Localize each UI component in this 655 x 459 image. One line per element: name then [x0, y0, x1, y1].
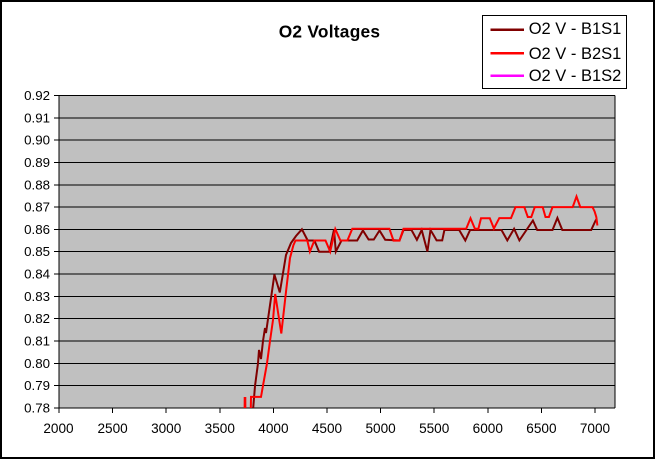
- svg-text:0.80: 0.80: [24, 356, 50, 371]
- svg-text:0.78: 0.78: [24, 401, 50, 416]
- svg-text:5500: 5500: [419, 421, 450, 436]
- svg-text:0.84: 0.84: [24, 267, 50, 282]
- svg-text:0.90: 0.90: [24, 133, 50, 148]
- svg-text:O2 V - B1S2: O2 V - B1S2: [529, 67, 622, 85]
- svg-text:0.85: 0.85: [24, 244, 50, 259]
- svg-text:0.81: 0.81: [24, 334, 50, 349]
- svg-text:0.83: 0.83: [24, 289, 50, 304]
- svg-text:O2 Voltages: O2 Voltages: [279, 22, 381, 42]
- svg-text:6000: 6000: [473, 421, 504, 436]
- svg-text:3500: 3500: [205, 421, 236, 436]
- svg-text:6500: 6500: [526, 421, 557, 436]
- svg-text:0.82: 0.82: [24, 311, 50, 326]
- svg-text:O2 V - B1S1: O2 V - B1S1: [529, 20, 622, 38]
- svg-text:0.89: 0.89: [24, 155, 50, 170]
- svg-text:7000: 7000: [580, 421, 611, 436]
- svg-text:5000: 5000: [365, 421, 396, 436]
- svg-text:4500: 4500: [312, 421, 343, 436]
- svg-text:0.88: 0.88: [24, 177, 50, 192]
- svg-text:2500: 2500: [97, 421, 128, 436]
- svg-text:0.91: 0.91: [24, 110, 50, 125]
- svg-text:4000: 4000: [258, 421, 289, 436]
- svg-text:0.92: 0.92: [24, 88, 50, 103]
- svg-text:3000: 3000: [151, 421, 182, 436]
- svg-text:0.87: 0.87: [24, 200, 50, 215]
- svg-text:2000: 2000: [43, 421, 74, 436]
- svg-text:O2 V - B2S1: O2 V - B2S1: [529, 45, 622, 63]
- svg-text:0.86: 0.86: [24, 222, 50, 237]
- svg-text:0.79: 0.79: [24, 378, 50, 393]
